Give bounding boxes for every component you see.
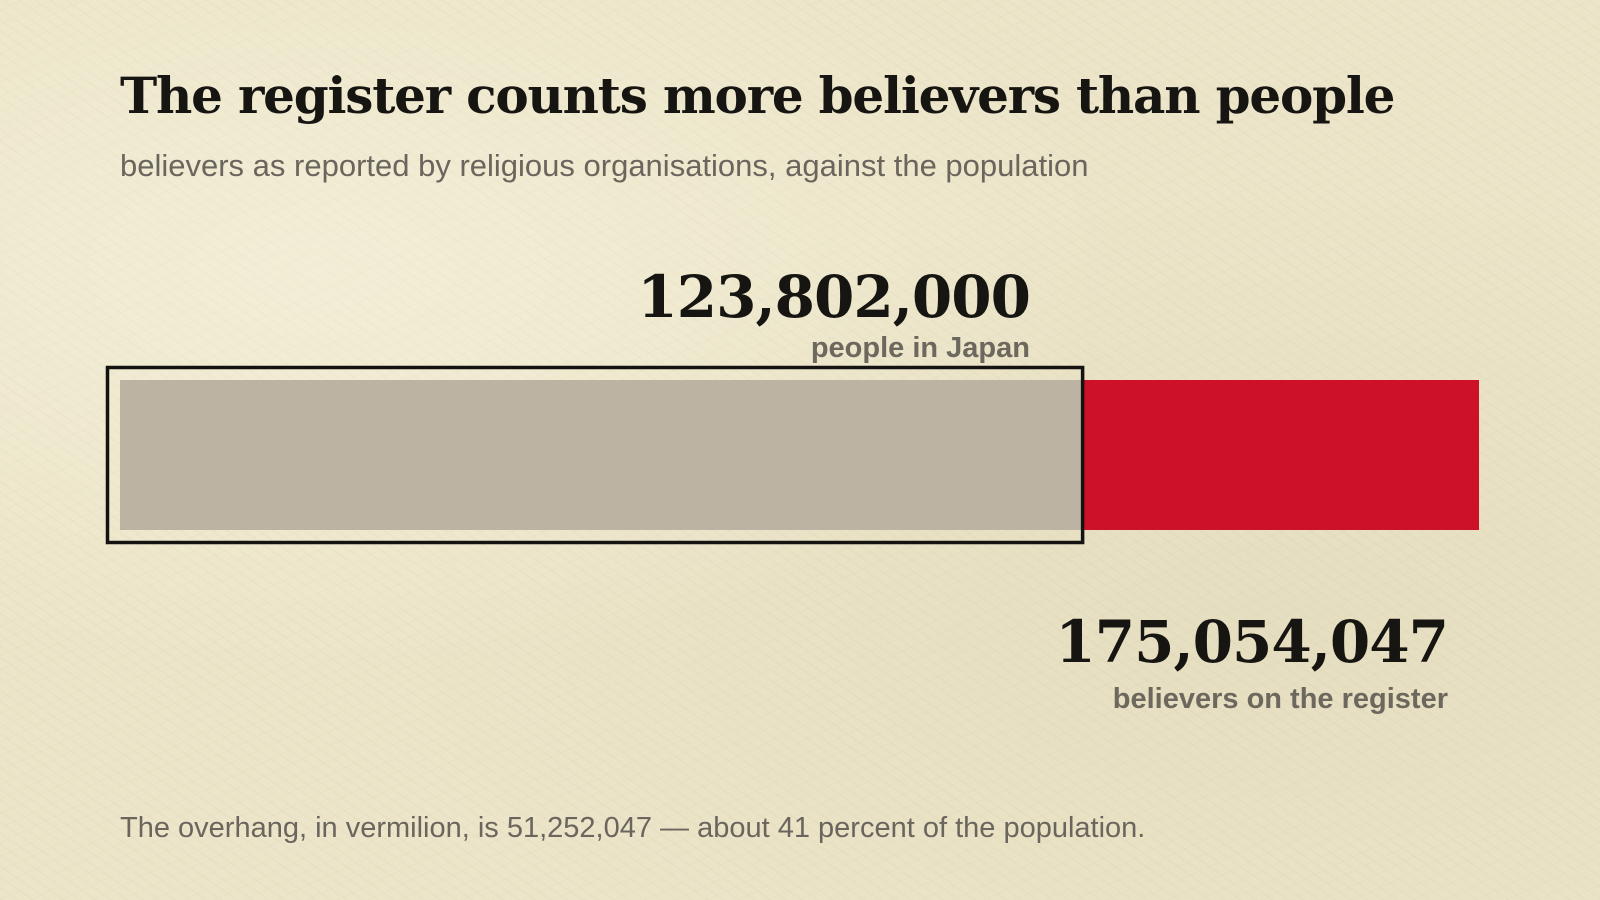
population-bar <box>120 380 1082 530</box>
chart-title: The register counts more believers than … <box>120 66 1395 125</box>
overhang-footnote: The overhang, in vermilion, is 51,252,04… <box>120 812 1146 844</box>
overhang-bar <box>1081 380 1479 530</box>
register-value-label: 175,054,047 <box>1055 608 1449 676</box>
chart-subtitle: believers as reported by religious organ… <box>120 148 1089 183</box>
population-value-label: 123,802,000 <box>637 263 1031 331</box>
register-caption: believers on the register <box>1112 683 1448 715</box>
population-caption: people in Japan <box>810 332 1030 364</box>
population-outline <box>105 365 1085 545</box>
